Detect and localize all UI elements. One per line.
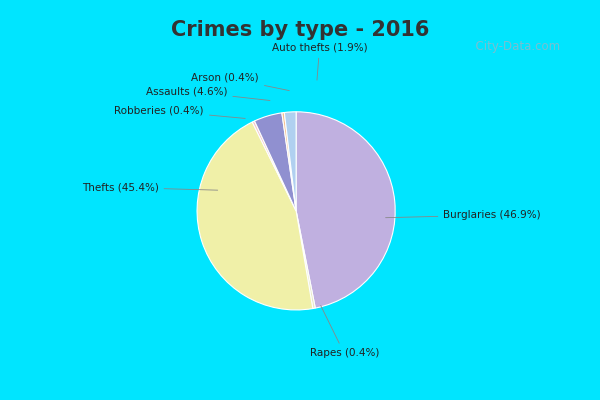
Wedge shape: [284, 112, 296, 211]
Text: Rapes (0.4%): Rapes (0.4%): [310, 306, 379, 358]
Wedge shape: [254, 113, 296, 211]
Text: Burglaries (46.9%): Burglaries (46.9%): [386, 210, 541, 220]
Wedge shape: [296, 211, 315, 308]
Text: Auto thefts (1.9%): Auto thefts (1.9%): [272, 43, 367, 80]
Wedge shape: [296, 112, 395, 308]
Text: Arson (0.4%): Arson (0.4%): [191, 72, 289, 91]
Text: Crimes by type - 2016: Crimes by type - 2016: [171, 20, 429, 40]
Wedge shape: [282, 112, 296, 211]
Text: City-Data.com: City-Data.com: [468, 40, 560, 53]
Text: Thefts (45.4%): Thefts (45.4%): [82, 182, 218, 192]
Wedge shape: [197, 122, 313, 310]
Text: Assaults (4.6%): Assaults (4.6%): [146, 86, 270, 100]
Wedge shape: [252, 121, 296, 211]
Text: Robberies (0.4%): Robberies (0.4%): [115, 106, 245, 118]
